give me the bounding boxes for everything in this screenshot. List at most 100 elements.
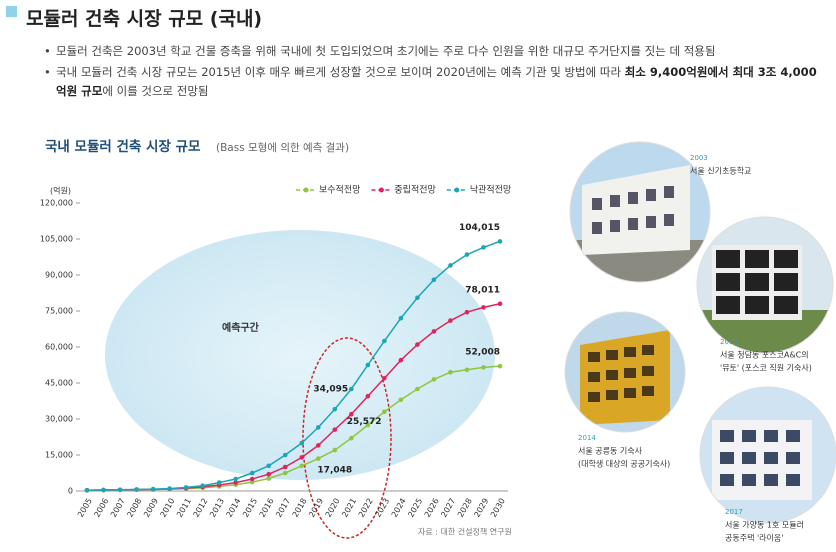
x-tick-label: 2014 [225,497,243,519]
photo [565,312,685,432]
data-label: 104,015 [459,223,500,233]
y-tick-label: 90,000 [45,271,73,280]
x-tick-label: 2019 [307,497,325,519]
data-label: 17,048 [317,466,352,476]
photo-frame [569,141,711,283]
legend-label: 중립적전망 [394,184,435,196]
x-tick-label: 2011 [175,497,193,519]
series-line [86,240,501,492]
photo-year: 2013 [720,338,738,346]
data-point [497,363,503,369]
y-tick-label: 75,000 [45,307,73,316]
y-tick-label: 105,000 [40,235,73,244]
bullet-text: 국내 모듈러 건축 시장 규모는 2015년 이후 매우 빠르게 성장할 것으로… [56,65,625,79]
x-tick-label: 2030 [489,497,507,519]
data-point [167,486,172,491]
x-tick-label: 2025 [406,497,424,519]
data-point [299,455,305,460]
legend-marker [378,187,384,193]
photo-frame [696,216,834,354]
legend-marker [303,187,309,193]
data-point [349,386,354,392]
bullet-list: 모듈러 건축은 2003년 학교 건물 증축을 위해 국내에 첫 도입되었으며 … [44,42,824,103]
x-tick-label: 2009 [142,497,160,519]
data-point [448,369,453,375]
data-point [282,464,288,470]
data-point [481,245,486,250]
data-point [266,471,272,477]
x-tick-label: 2023 [373,497,391,519]
bullet: 국내 모듈러 건축 시장 규모는 2015년 이후 매우 빠르게 성장할 것으로… [44,63,824,101]
source: 자료 : 대한 건설정책 연구원 [418,527,512,537]
x-tick-label: 2006 [92,497,110,519]
photos [564,141,836,524]
data-point [249,476,255,482]
data-point [382,338,387,344]
title-icon [6,6,17,17]
photo-frame [564,311,686,433]
data-point [315,456,321,461]
y-tick-label: 60,000 [45,343,73,352]
data-point [481,305,486,310]
photo-year: 2017 [725,508,743,516]
data-point [365,393,371,399]
photo [697,217,833,353]
legend-label: 낙관적전망 [470,184,511,196]
data-point [233,480,238,485]
data-point [266,463,272,469]
y-tick-label: 0 [68,487,73,496]
bullet-text: 모듈러 건축은 2003년 학교 건물 증축을 위해 국내에 첫 도입되었으며 … [56,44,716,58]
photo-caption: 서울 가양동 1호 모듈러 [725,521,804,530]
x-tick-label: 2017 [274,497,292,519]
x-tick-label: 2028 [456,497,474,519]
y-tick-label: 30,000 [45,415,73,424]
data-point [84,487,90,493]
x-tick-label: 2026 [423,497,441,519]
legend-marker [454,187,460,193]
photo-frame [699,386,836,524]
data-point [365,362,371,368]
data-point [282,470,288,476]
data-point [398,397,404,403]
x-tick-label: 2010 [159,497,177,519]
data-point [431,329,437,334]
data-point [349,435,354,441]
legend-item: 중립적전망 [371,184,436,196]
data-point [150,486,156,492]
data-point [315,425,321,430]
forecast-zone [105,230,495,480]
data-point [134,487,139,492]
data-point [415,295,420,301]
photo-caption: 서울 공릉동 기숙사 [578,447,643,456]
data-point [117,487,123,493]
x-tick-label: 2005 [76,497,94,519]
data-point [398,315,404,321]
legend-label: 보수적전망 [319,184,360,196]
x-tick-label: 2020 [324,497,342,519]
photo-caption: 서울 신기초등학교 [690,166,751,176]
legend-item: 낙관적전망 [446,184,511,196]
data-point [497,239,503,244]
y-tick-label: 45,000 [45,379,73,388]
data-point [497,301,503,307]
x-tick-label: 2022 [357,497,375,519]
data-point [464,252,470,257]
y-tick-label: 15,000 [45,451,73,460]
data-point [200,483,205,489]
bullet-bold: 최소 9,400억원에서 최대 3조 4,000억원 규모 [56,65,817,98]
x-tick-label: 2029 [472,497,490,519]
data-label: 52,008 [465,348,500,358]
data-point [448,263,453,268]
data-point [332,406,338,412]
data-point [365,422,371,428]
chart-subtitle: (Bass 모형에 의한 예측 결과) [216,141,349,154]
data-point [398,357,404,363]
x-tick-label: 2015 [241,497,259,519]
x-tick-label: 2018 [291,497,309,519]
photo-caption: 서울 청담동 포스코A&C의 [720,350,809,360]
data-point [249,470,255,476]
photo [570,142,710,282]
x-tick-label: 2021 [340,497,358,519]
